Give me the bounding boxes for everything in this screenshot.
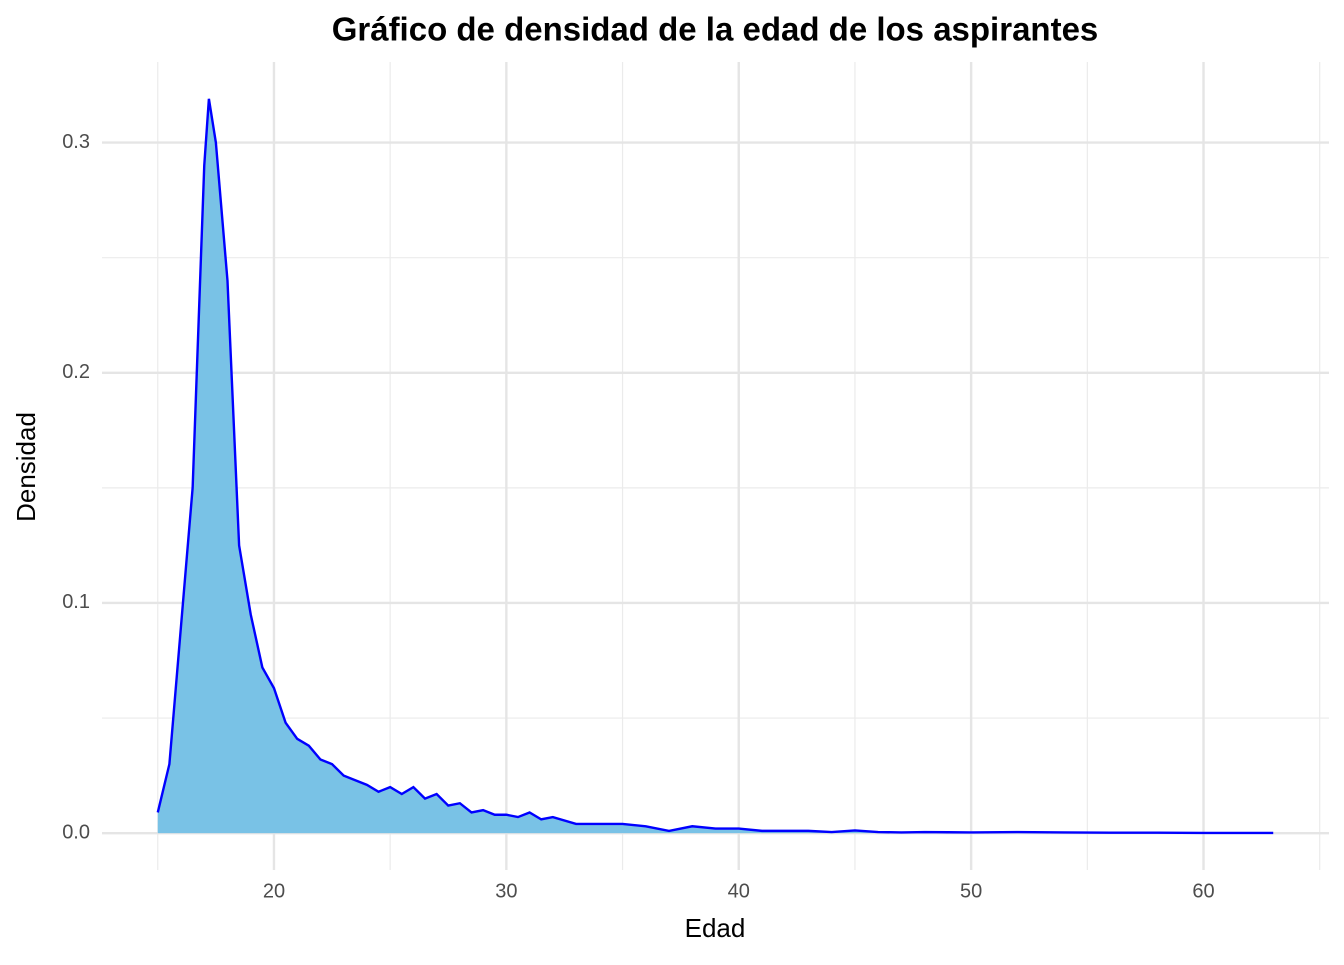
density-area [157, 98, 1274, 834]
x-axis-title: Edad [685, 913, 746, 943]
y-tick-label: 0.1 [62, 591, 90, 613]
y-tick-label: 0.0 [62, 821, 90, 843]
x-tick-label: 20 [263, 880, 285, 902]
x-tick-label: 60 [1192, 880, 1214, 902]
y-tick-label: 0.2 [62, 361, 90, 383]
y-axis-title: Densidad [11, 412, 41, 522]
y-tick-label: 0.3 [62, 131, 90, 153]
x-tick-label: 30 [495, 880, 517, 902]
x-tick-label: 40 [728, 880, 750, 902]
chart-title: Gráfico de densidad de la edad de los as… [332, 11, 1099, 48]
density-line [156, 98, 1274, 835]
x-tick-label: 50 [960, 880, 982, 902]
